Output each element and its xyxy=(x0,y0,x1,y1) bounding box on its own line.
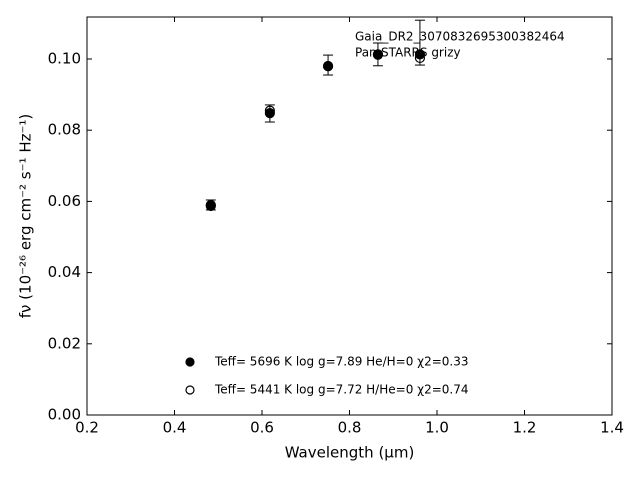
legend-label: Teff= 5696 K log g=7.89 He/H=0 χ2=0.33 xyxy=(214,355,468,369)
x-tick-label: 1.0 xyxy=(425,419,449,437)
point xyxy=(372,49,384,60)
legend-marker xyxy=(185,357,195,367)
y-tick-label: 0.00 xyxy=(48,406,81,424)
x-tick-label: 0.6 xyxy=(250,419,274,437)
y-tick-label: 0.06 xyxy=(48,192,81,210)
y-tick-label: 0.02 xyxy=(48,334,81,352)
legend-marker xyxy=(185,385,195,395)
y-tick-label: 0.04 xyxy=(48,263,81,281)
point xyxy=(322,61,334,72)
annotation: Pan-STARRS grizy xyxy=(355,46,461,60)
point xyxy=(414,52,426,64)
legend-label: Teff= 5441 K log g=7.72 H/He=0 χ2=0.74 xyxy=(214,383,468,397)
x-axis-label: Wavelength (μm) xyxy=(285,444,415,462)
point xyxy=(414,49,426,60)
point xyxy=(264,108,275,119)
y-axis-label: fν (10⁻²⁶ erg cm⁻² s⁻¹ Hz⁻¹) xyxy=(17,114,35,319)
point xyxy=(205,199,216,211)
x-tick-label: 0.2 xyxy=(75,419,99,437)
annotation: Gaia_DR2_3070832695300382464 xyxy=(355,30,565,44)
y-tick-label: 0.08 xyxy=(48,121,81,139)
x-tick-label: 1.4 xyxy=(600,419,624,437)
y-tick-label: 0.10 xyxy=(48,50,81,68)
x-tick-label: 1.2 xyxy=(513,419,537,437)
x-tick-label: 0.4 xyxy=(163,419,187,437)
x-tick-label: 0.8 xyxy=(338,419,362,437)
point xyxy=(264,105,275,116)
